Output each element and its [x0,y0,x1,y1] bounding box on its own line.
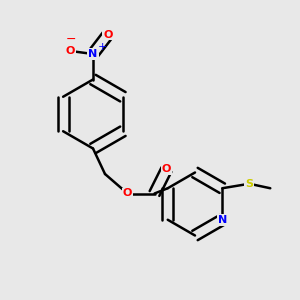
Text: +: + [98,41,107,52]
Text: O: O [162,164,171,175]
Text: O: O [103,29,113,40]
Text: −: − [66,33,76,46]
Text: N: N [88,49,98,59]
Text: O: O [66,46,75,56]
Text: S: S [245,179,253,189]
Text: O: O [123,188,132,199]
Text: N: N [218,215,227,225]
